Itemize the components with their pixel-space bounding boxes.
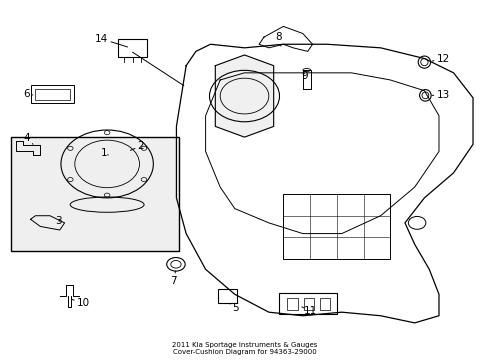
Bar — [118, 39, 147, 57]
Text: 1: 1 — [101, 148, 108, 158]
Bar — [303, 298, 313, 310]
Text: 5: 5 — [229, 303, 239, 313]
Bar — [35, 89, 70, 100]
Text: 4: 4 — [24, 133, 33, 144]
Bar — [11, 137, 179, 251]
Bar — [319, 298, 330, 310]
Text: 2: 2 — [130, 141, 144, 151]
Text: 8: 8 — [275, 32, 281, 46]
Text: 7: 7 — [170, 271, 177, 286]
Bar — [217, 289, 237, 303]
Text: 12: 12 — [431, 54, 449, 64]
Text: 11: 11 — [301, 306, 317, 316]
Text: 9: 9 — [301, 71, 308, 81]
Text: 14: 14 — [95, 34, 127, 47]
Text: 6: 6 — [23, 89, 33, 99]
Bar — [283, 194, 389, 258]
Polygon shape — [215, 55, 273, 137]
Bar — [278, 293, 336, 314]
Text: 13: 13 — [431, 90, 449, 100]
Text: 10: 10 — [72, 298, 90, 308]
Bar — [287, 298, 297, 310]
Text: 2011 Kia Sportage Instruments & Gauges
Cover-Cushion Diagram for 94363-29000: 2011 Kia Sportage Instruments & Gauges C… — [171, 342, 317, 355]
Text: 3: 3 — [56, 216, 62, 226]
Bar — [30, 85, 74, 103]
